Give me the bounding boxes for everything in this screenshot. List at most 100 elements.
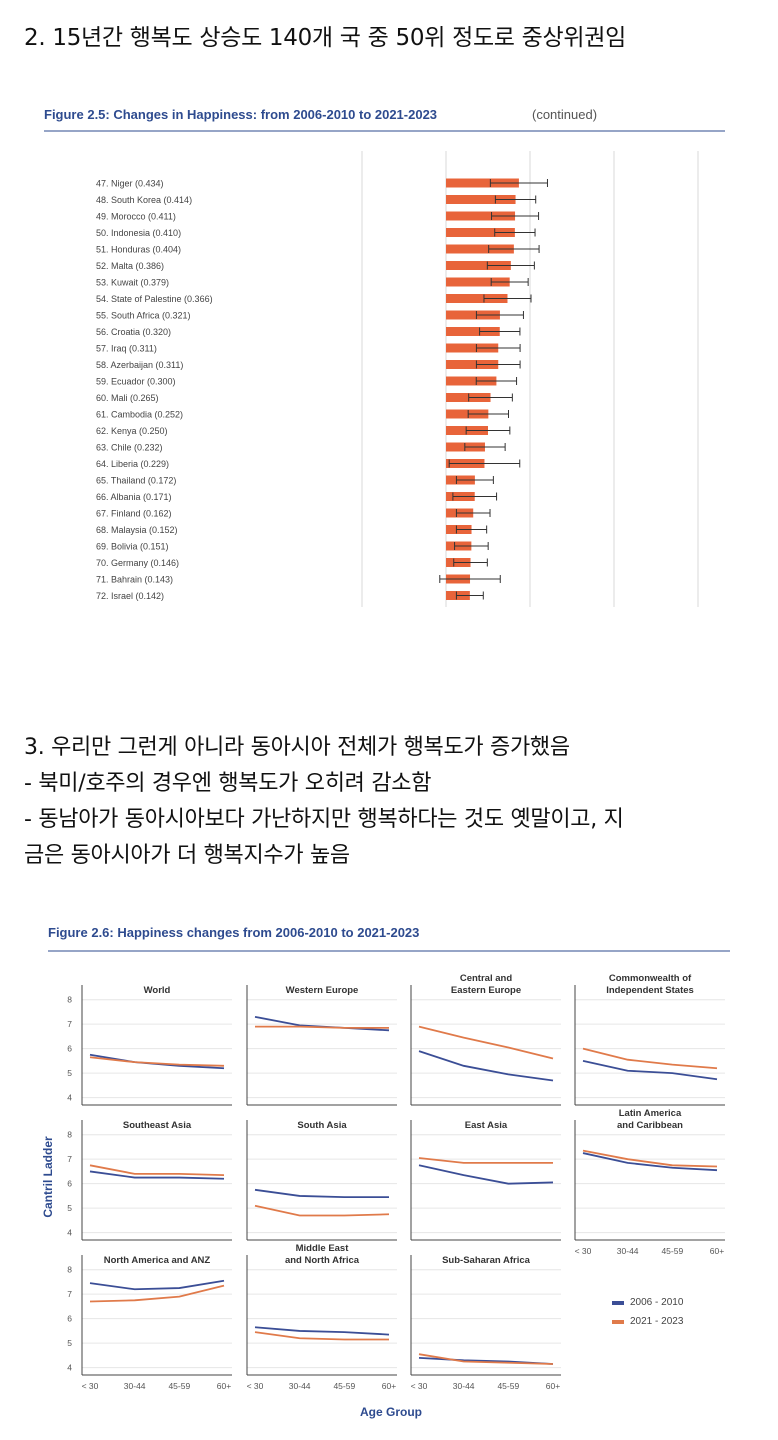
bar [446, 310, 500, 320]
panel-title-line: and North Africa [285, 1255, 360, 1266]
bar [446, 409, 489, 419]
panel-title-line: World [144, 985, 171, 996]
bar [446, 343, 499, 353]
x-tick-label: < 30 [575, 1246, 592, 1256]
panel-title: North America and ANZ [104, 1255, 211, 1266]
x-tick-label: 45-59 [168, 1381, 190, 1391]
panel-title-line: North America and ANZ [104, 1255, 211, 1266]
bar [446, 178, 519, 188]
post-paragraph-line: 3. 우리만 그런게 아니라 동아시아 전체가 행복도가 증가했음 [24, 735, 570, 760]
x-tick-label: 45-59 [333, 1381, 355, 1391]
bar [446, 360, 499, 369]
x-axis-label: Age Group [360, 1405, 422, 1419]
bar [446, 277, 510, 287]
y-tick-label: 5 [67, 1068, 72, 1078]
panel-title: East Asia [465, 1120, 508, 1131]
country-label: 62. Kenya (0.250) [96, 426, 168, 436]
series-line [254, 1331, 389, 1341]
panel: South Asia [246, 1120, 397, 1241]
panel: Middle East and North Africa < 30 30-44 45-5… [246, 1243, 397, 1391]
panel-title-line: Western Europe [286, 985, 359, 996]
bar [446, 228, 515, 237]
panel-title-line: Sub-Saharan Africa [442, 1255, 531, 1266]
country-label: 56. Croatia (0.320) [96, 327, 171, 337]
country-label: 61. Cambodia (0.252) [96, 410, 183, 420]
country-label: 52. Malta (0.386) [96, 261, 164, 271]
x-tick-label: < 30 [411, 1381, 428, 1391]
bar [446, 211, 516, 221]
country-label: 72. Israel (0.142) [96, 591, 164, 601]
series-line [418, 1157, 553, 1164]
post-paragraph-line: 금은 동아시아가 더 행복지수가 높음 [24, 843, 350, 868]
country-label: 64. Liberia (0.229) [96, 459, 169, 469]
panel-title-line: Central and [460, 973, 512, 984]
legend-swatch [612, 1301, 624, 1305]
panel: Sub-Saharan Africa < 30 30-44 45-59 60+ [410, 1255, 561, 1391]
bar [446, 294, 508, 303]
x-tick-label: 30-44 [617, 1246, 639, 1256]
y-tick-label: 8 [67, 995, 72, 1005]
x-tick-label: 30-44 [124, 1381, 146, 1391]
panel-title: Southeast Asia [123, 1120, 192, 1131]
panel-title: Middle East and North Africa [285, 1243, 360, 1266]
x-tick-label: < 30 [247, 1381, 264, 1391]
figure-2-5-chart: Figure 2.5: Changes in Happiness: from 2… [44, 107, 725, 607]
y-tick-label: 8 [67, 1265, 72, 1275]
series-line [418, 1164, 554, 1185]
panel-title-line: Eastern Europe [451, 985, 521, 996]
x-tick-label: 60+ [710, 1246, 724, 1256]
legend-swatch [612, 1320, 624, 1324]
country-label: 54. State of Palestine (0.366) [96, 294, 213, 304]
post-paragraph-east-asia: 3. 우리만 그런게 아니라 동아시아 전체가 행복도가 증가했음 - 북미/호… [24, 730, 624, 874]
country-label: 67. Finland (0.162) [96, 509, 172, 519]
post-paragraph-line: - 북미/호주의 경우엔 행복도가 오히려 감소함 [24, 771, 432, 796]
figure-2-5-country-labels: 47. Niger (0.434) 48. South Korea (0.414)… [96, 179, 213, 602]
panel-title: Central and Eastern Europe [451, 973, 521, 996]
x-tick-label: 45-59 [661, 1246, 683, 1256]
legend-label: 2006 - 2010 [630, 1297, 684, 1308]
panel-title-line: East Asia [465, 1120, 508, 1131]
country-label: 68. Malaysia (0.152) [96, 525, 178, 535]
country-label: 51. Honduras (0.404) [96, 245, 181, 255]
panel-title-line: Southeast Asia [123, 1120, 192, 1131]
figure-2-6-title: Figure 2.6: Happiness changes from 2006-… [48, 925, 419, 940]
country-label: 66. Albania (0.171) [96, 492, 172, 502]
country-label: 70. Germany (0.146) [96, 558, 179, 568]
y-tick-label: 8 [67, 1130, 72, 1140]
bar [446, 244, 514, 254]
country-label: 53. Kuwait (0.379) [96, 278, 169, 288]
y-tick-label: 7 [67, 1154, 72, 1164]
bar [446, 261, 511, 270]
x-tick-label: < 30 [82, 1381, 99, 1391]
panel: Southeast Asia 4 5 6 7 8 [67, 1120, 232, 1241]
country-label: 48. South Korea (0.414) [96, 195, 192, 205]
series-line [418, 1050, 554, 1082]
panel: East Asia [410, 1120, 561, 1241]
y-tick-label: 5 [67, 1203, 72, 1213]
post-paragraph-line: - 동남아가 동아시아보다 가난하지만 행복하다는 것도 옛말이고, 지 [24, 807, 624, 832]
series-line [418, 1353, 554, 1365]
series-line [254, 1204, 390, 1217]
panel: Latin America and Caribbean < 30 30-44 45-59… [574, 1108, 725, 1256]
panel: Central and Eastern Europe [410, 973, 561, 1106]
panel-title: Western Europe [286, 985, 359, 996]
x-tick-label: 60+ [546, 1381, 560, 1391]
series-line [89, 1164, 225, 1177]
y-tick-label: 5 [67, 1338, 72, 1348]
country-label: 63. Chile (0.232) [96, 443, 163, 453]
y-tick-label: 7 [67, 1019, 72, 1029]
figure-2-5-bars [439, 178, 548, 600]
x-tick-label: 30-44 [289, 1381, 311, 1391]
panel: World 4 5 6 7 8 [67, 985, 232, 1106]
x-tick-label: 60+ [382, 1381, 396, 1391]
panel-title: World [144, 985, 171, 996]
legend-label: 2021 - 2023 [630, 1316, 684, 1327]
series-line [89, 1170, 225, 1180]
bar [446, 327, 500, 336]
series-line [89, 1284, 225, 1303]
bar [446, 195, 516, 204]
figure-2-6-legend: 2006 - 2010 2021 - 2023 [612, 1297, 684, 1327]
panel-title-line: Latin America [619, 1108, 682, 1119]
series-line [254, 1326, 390, 1336]
series-line [582, 1060, 718, 1081]
